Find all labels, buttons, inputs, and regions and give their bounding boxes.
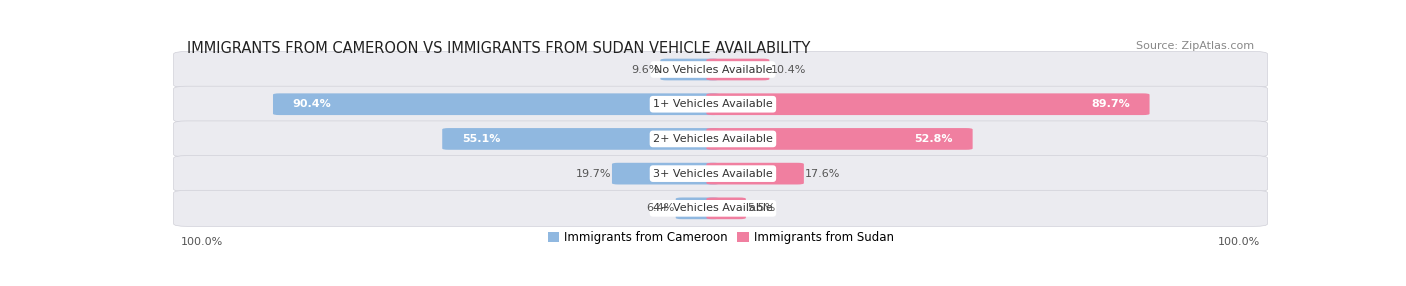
FancyBboxPatch shape [612,163,720,184]
FancyBboxPatch shape [706,93,1150,115]
Text: 55.1%: 55.1% [461,134,501,144]
Text: 10.4%: 10.4% [770,65,806,75]
Text: 89.7%: 89.7% [1091,99,1130,109]
Text: 4+ Vehicles Available: 4+ Vehicles Available [652,203,773,213]
Legend: Immigrants from Cameroon, Immigrants from Sudan: Immigrants from Cameroon, Immigrants fro… [543,226,898,249]
FancyBboxPatch shape [706,198,745,219]
Text: 2+ Vehicles Available: 2+ Vehicles Available [652,134,773,144]
FancyBboxPatch shape [661,59,720,80]
FancyBboxPatch shape [706,59,769,80]
FancyBboxPatch shape [273,93,720,115]
FancyBboxPatch shape [173,51,1268,88]
Text: 100.0%: 100.0% [1218,237,1260,247]
FancyBboxPatch shape [173,190,1268,226]
FancyBboxPatch shape [173,156,1268,192]
Text: 1+ Vehicles Available: 1+ Vehicles Available [652,99,773,109]
Text: 100.0%: 100.0% [181,237,224,247]
FancyBboxPatch shape [173,121,1268,157]
Text: 19.7%: 19.7% [575,169,610,179]
Text: Source: ZipAtlas.com: Source: ZipAtlas.com [1136,41,1254,51]
Text: 5.5%: 5.5% [747,203,775,213]
FancyBboxPatch shape [443,128,720,150]
Text: No Vehicles Available: No Vehicles Available [654,65,772,75]
Text: IMMIGRANTS FROM CAMEROON VS IMMIGRANTS FROM SUDAN VEHICLE AVAILABILITY: IMMIGRANTS FROM CAMEROON VS IMMIGRANTS F… [187,41,810,56]
FancyBboxPatch shape [706,163,804,184]
Text: 3+ Vehicles Available: 3+ Vehicles Available [652,169,773,179]
Text: 9.6%: 9.6% [631,65,659,75]
FancyBboxPatch shape [706,128,973,150]
FancyBboxPatch shape [173,86,1268,122]
Text: 52.8%: 52.8% [914,134,953,144]
Text: 6.4%: 6.4% [647,203,675,213]
Text: 90.4%: 90.4% [292,99,332,109]
FancyBboxPatch shape [676,198,720,219]
Text: 17.6%: 17.6% [806,169,841,179]
